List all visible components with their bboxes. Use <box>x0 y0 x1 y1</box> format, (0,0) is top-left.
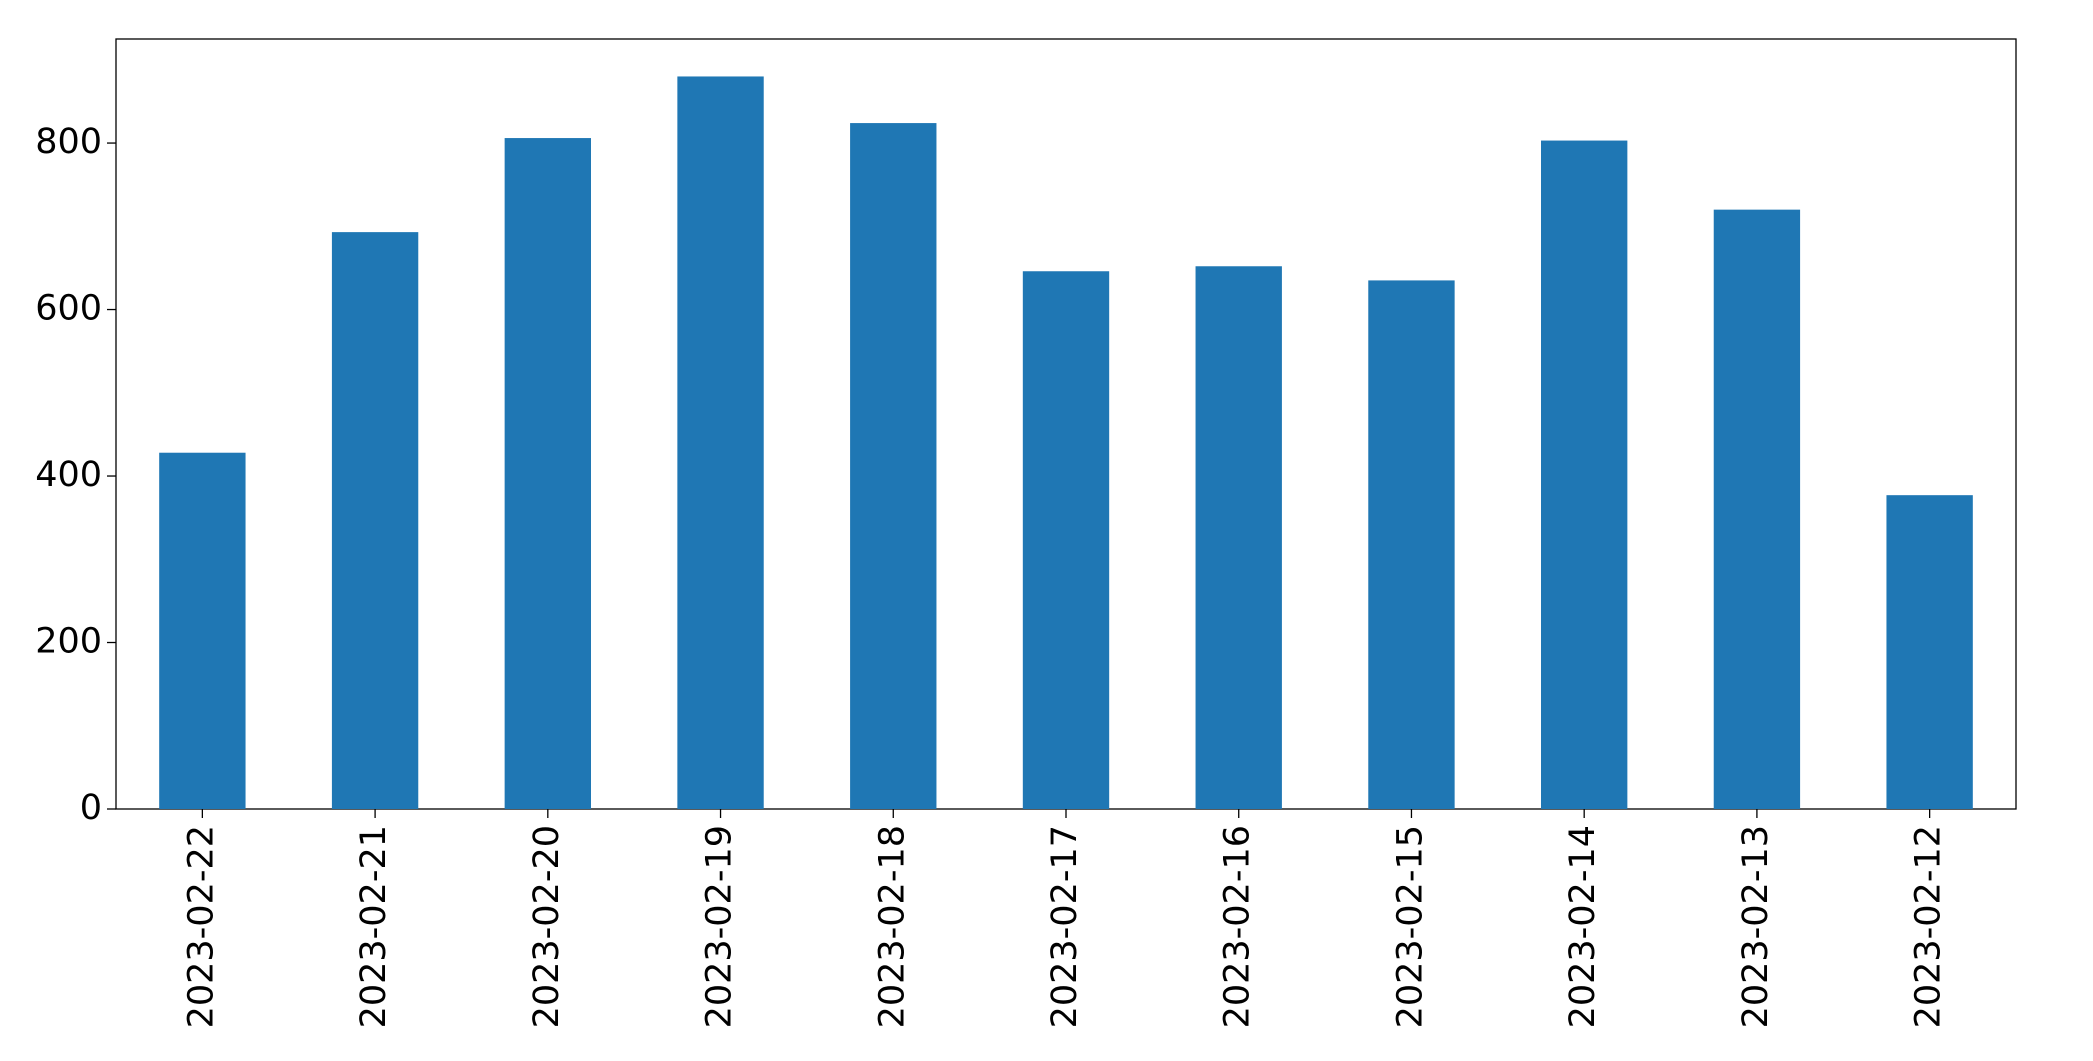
y-tick-label: 800 <box>35 122 102 162</box>
y-tick-label: 0 <box>80 788 102 828</box>
x-tick-label: 2023-02-20 <box>527 825 567 1028</box>
bar <box>850 123 937 809</box>
bar <box>1886 495 1973 809</box>
x-tick-label: 2023-02-12 <box>1909 825 1949 1028</box>
x-tick-label: 2023-02-21 <box>354 825 394 1028</box>
x-tick-label: 2023-02-15 <box>1390 825 1430 1028</box>
bar <box>331 232 419 809</box>
bar <box>504 138 591 810</box>
x-tick-label: 2023-02-18 <box>872 825 912 1028</box>
bar <box>1541 140 1628 809</box>
x-tick-label: 2023-02-14 <box>1563 825 1603 1028</box>
bar <box>1713 209 1801 809</box>
y-tick-label: 600 <box>35 289 102 329</box>
x-tick-label: 2023-02-17 <box>1045 825 1085 1028</box>
bar <box>1195 266 1282 810</box>
bar <box>159 452 246 809</box>
x-tick-label: 2023-02-13 <box>1736 825 1776 1028</box>
y-tick-label: 200 <box>35 622 102 662</box>
bar <box>1368 280 1455 809</box>
bar <box>677 76 764 809</box>
x-tick-label: 2023-02-22 <box>181 825 221 1028</box>
x-tick-label: 2023-02-16 <box>1218 825 1258 1028</box>
y-tick-label: 400 <box>35 455 102 495</box>
bar <box>1022 271 1110 809</box>
x-tick-label: 2023-02-19 <box>700 825 740 1028</box>
